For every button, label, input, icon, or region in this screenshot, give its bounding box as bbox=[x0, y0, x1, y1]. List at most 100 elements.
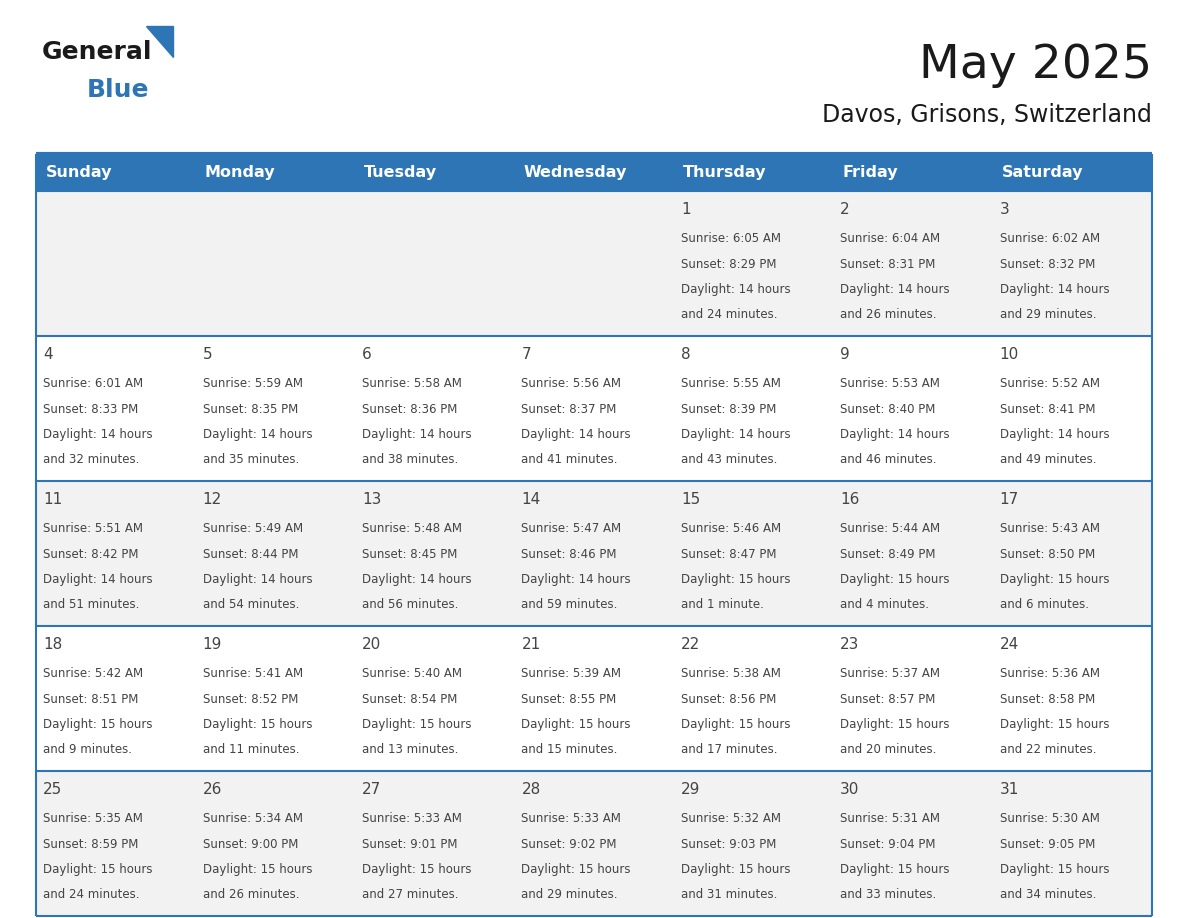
Text: Daylight: 15 hours: Daylight: 15 hours bbox=[840, 573, 949, 586]
Text: Sunrise: 5:53 AM: Sunrise: 5:53 AM bbox=[840, 377, 940, 390]
Text: Sunrise: 5:52 AM: Sunrise: 5:52 AM bbox=[999, 377, 1100, 390]
Text: Daylight: 14 hours: Daylight: 14 hours bbox=[681, 283, 790, 297]
Text: Sunset: 8:54 PM: Sunset: 8:54 PM bbox=[362, 693, 457, 706]
Text: 31: 31 bbox=[999, 782, 1019, 797]
Text: Sunday: Sunday bbox=[45, 165, 112, 180]
Text: Daylight: 15 hours: Daylight: 15 hours bbox=[840, 718, 949, 731]
Text: General: General bbox=[42, 40, 152, 64]
Text: Daylight: 15 hours: Daylight: 15 hours bbox=[999, 573, 1110, 586]
Text: Daylight: 15 hours: Daylight: 15 hours bbox=[362, 718, 472, 731]
Text: Sunset: 8:44 PM: Sunset: 8:44 PM bbox=[203, 548, 298, 561]
Text: 26: 26 bbox=[203, 782, 222, 797]
Text: Daylight: 14 hours: Daylight: 14 hours bbox=[203, 573, 312, 586]
Text: Sunset: 8:56 PM: Sunset: 8:56 PM bbox=[681, 693, 776, 706]
Text: 18: 18 bbox=[43, 637, 63, 652]
Text: Sunrise: 5:55 AM: Sunrise: 5:55 AM bbox=[681, 377, 781, 390]
Text: Blue: Blue bbox=[87, 78, 150, 102]
Bar bbox=[36, 336, 1152, 481]
Text: and 33 minutes.: and 33 minutes. bbox=[840, 889, 936, 901]
Text: 27: 27 bbox=[362, 782, 381, 797]
Text: Daylight: 15 hours: Daylight: 15 hours bbox=[999, 718, 1110, 731]
Bar bbox=[36, 626, 1152, 771]
Text: Sunrise: 5:34 AM: Sunrise: 5:34 AM bbox=[203, 812, 303, 825]
Text: Daylight: 15 hours: Daylight: 15 hours bbox=[203, 863, 312, 876]
Text: Sunset: 8:41 PM: Sunset: 8:41 PM bbox=[999, 403, 1095, 416]
Text: Daylight: 15 hours: Daylight: 15 hours bbox=[681, 718, 790, 731]
Text: Daylight: 14 hours: Daylight: 14 hours bbox=[362, 428, 472, 441]
Text: 8: 8 bbox=[681, 347, 690, 362]
Text: Sunset: 8:49 PM: Sunset: 8:49 PM bbox=[840, 548, 936, 561]
Text: and 4 minutes.: and 4 minutes. bbox=[840, 599, 929, 611]
Text: Sunrise: 5:33 AM: Sunrise: 5:33 AM bbox=[362, 812, 462, 825]
Text: Sunrise: 5:39 AM: Sunrise: 5:39 AM bbox=[522, 667, 621, 680]
Text: and 17 minutes.: and 17 minutes. bbox=[681, 744, 777, 756]
Text: Daylight: 14 hours: Daylight: 14 hours bbox=[681, 428, 790, 441]
Text: and 20 minutes.: and 20 minutes. bbox=[840, 744, 936, 756]
Text: Sunrise: 6:05 AM: Sunrise: 6:05 AM bbox=[681, 232, 781, 245]
Text: and 46 minutes.: and 46 minutes. bbox=[840, 453, 937, 466]
Text: Daylight: 15 hours: Daylight: 15 hours bbox=[681, 863, 790, 876]
Text: Sunset: 8:45 PM: Sunset: 8:45 PM bbox=[362, 548, 457, 561]
Text: 21: 21 bbox=[522, 637, 541, 652]
Text: and 1 minute.: and 1 minute. bbox=[681, 599, 764, 611]
Text: and 32 minutes.: and 32 minutes. bbox=[43, 453, 139, 466]
Text: 11: 11 bbox=[43, 492, 63, 507]
Text: Sunrise: 5:58 AM: Sunrise: 5:58 AM bbox=[362, 377, 462, 390]
Text: Daylight: 14 hours: Daylight: 14 hours bbox=[203, 428, 312, 441]
Text: Sunrise: 5:48 AM: Sunrise: 5:48 AM bbox=[362, 522, 462, 535]
Text: and 34 minutes.: and 34 minutes. bbox=[999, 889, 1097, 901]
Text: and 29 minutes.: and 29 minutes. bbox=[522, 889, 618, 901]
Text: Sunset: 9:01 PM: Sunset: 9:01 PM bbox=[362, 838, 457, 851]
Text: Sunrise: 6:04 AM: Sunrise: 6:04 AM bbox=[840, 232, 941, 245]
Bar bbox=[36, 191, 1152, 336]
Text: 19: 19 bbox=[203, 637, 222, 652]
Text: 4: 4 bbox=[43, 347, 52, 362]
Text: and 29 minutes.: and 29 minutes. bbox=[999, 308, 1097, 321]
Text: and 56 minutes.: and 56 minutes. bbox=[362, 599, 459, 611]
Text: Sunset: 9:03 PM: Sunset: 9:03 PM bbox=[681, 838, 776, 851]
Text: Wednesday: Wednesday bbox=[524, 165, 627, 180]
Text: and 27 minutes.: and 27 minutes. bbox=[362, 889, 459, 901]
Text: and 15 minutes.: and 15 minutes. bbox=[522, 744, 618, 756]
Text: Sunset: 8:57 PM: Sunset: 8:57 PM bbox=[840, 693, 936, 706]
Text: Sunrise: 5:30 AM: Sunrise: 5:30 AM bbox=[999, 812, 1100, 825]
Text: Sunset: 8:47 PM: Sunset: 8:47 PM bbox=[681, 548, 776, 561]
Text: Daylight: 15 hours: Daylight: 15 hours bbox=[362, 863, 472, 876]
Text: Daylight: 15 hours: Daylight: 15 hours bbox=[840, 863, 949, 876]
Text: Sunset: 8:55 PM: Sunset: 8:55 PM bbox=[522, 693, 617, 706]
Text: Sunrise: 5:47 AM: Sunrise: 5:47 AM bbox=[522, 522, 621, 535]
Text: Daylight: 15 hours: Daylight: 15 hours bbox=[522, 863, 631, 876]
Text: Sunset: 9:00 PM: Sunset: 9:00 PM bbox=[203, 838, 298, 851]
Text: Sunrise: 5:38 AM: Sunrise: 5:38 AM bbox=[681, 667, 781, 680]
Text: 2: 2 bbox=[840, 202, 849, 217]
Text: and 11 minutes.: and 11 minutes. bbox=[203, 744, 299, 756]
Text: Sunrise: 5:42 AM: Sunrise: 5:42 AM bbox=[43, 667, 144, 680]
Bar bbox=[36, 154, 1152, 191]
Text: and 59 minutes.: and 59 minutes. bbox=[522, 599, 618, 611]
Text: Sunrise: 5:43 AM: Sunrise: 5:43 AM bbox=[999, 522, 1100, 535]
Text: 20: 20 bbox=[362, 637, 381, 652]
Text: Daylight: 15 hours: Daylight: 15 hours bbox=[43, 718, 152, 731]
Text: Sunset: 9:02 PM: Sunset: 9:02 PM bbox=[522, 838, 617, 851]
Text: Sunrise: 5:49 AM: Sunrise: 5:49 AM bbox=[203, 522, 303, 535]
Text: Daylight: 14 hours: Daylight: 14 hours bbox=[840, 428, 950, 441]
Text: 24: 24 bbox=[999, 637, 1019, 652]
Text: Sunset: 8:29 PM: Sunset: 8:29 PM bbox=[681, 258, 776, 271]
Text: Davos, Grisons, Switzerland: Davos, Grisons, Switzerland bbox=[822, 103, 1152, 127]
Text: May 2025: May 2025 bbox=[918, 42, 1152, 87]
Text: Sunrise: 5:37 AM: Sunrise: 5:37 AM bbox=[840, 667, 940, 680]
Text: Daylight: 15 hours: Daylight: 15 hours bbox=[522, 718, 631, 731]
Text: Sunrise: 5:35 AM: Sunrise: 5:35 AM bbox=[43, 812, 143, 825]
Text: Sunrise: 5:51 AM: Sunrise: 5:51 AM bbox=[43, 522, 143, 535]
Text: 12: 12 bbox=[203, 492, 222, 507]
Text: Daylight: 14 hours: Daylight: 14 hours bbox=[362, 573, 472, 586]
Text: Saturday: Saturday bbox=[1001, 165, 1083, 180]
Text: and 24 minutes.: and 24 minutes. bbox=[43, 889, 140, 901]
Text: Daylight: 14 hours: Daylight: 14 hours bbox=[840, 283, 950, 297]
Text: Daylight: 14 hours: Daylight: 14 hours bbox=[43, 428, 153, 441]
Text: Sunset: 8:35 PM: Sunset: 8:35 PM bbox=[203, 403, 298, 416]
Text: Sunset: 8:50 PM: Sunset: 8:50 PM bbox=[999, 548, 1095, 561]
Text: Tuesday: Tuesday bbox=[365, 165, 437, 180]
Text: Sunrise: 5:44 AM: Sunrise: 5:44 AM bbox=[840, 522, 941, 535]
Text: Sunset: 8:32 PM: Sunset: 8:32 PM bbox=[999, 258, 1095, 271]
